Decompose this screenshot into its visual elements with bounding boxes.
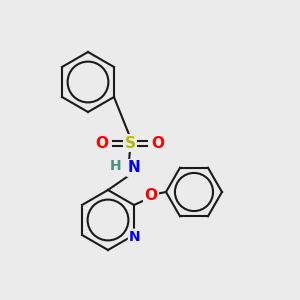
Text: O: O xyxy=(145,188,158,202)
Text: H: H xyxy=(110,159,122,173)
Text: N: N xyxy=(128,160,140,175)
Text: O: O xyxy=(152,136,164,151)
Text: N: N xyxy=(129,230,141,244)
Text: O: O xyxy=(95,136,109,151)
Text: S: S xyxy=(124,136,136,151)
